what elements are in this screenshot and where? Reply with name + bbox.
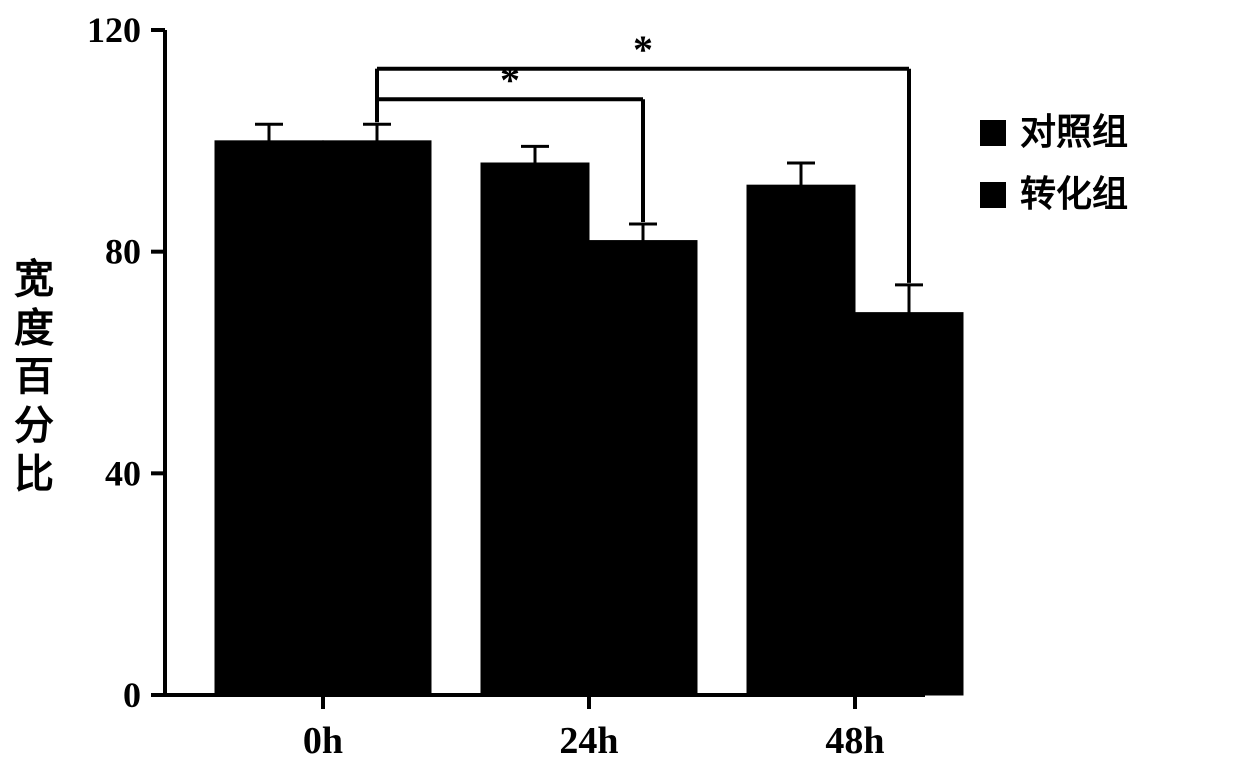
bar: [323, 141, 431, 695]
y-tick-label: 120: [87, 10, 141, 50]
bar: [747, 185, 855, 695]
bar: [855, 313, 963, 695]
significance-marker: *: [500, 57, 520, 102]
legend-marker: [980, 120, 1006, 146]
y-axis-label-char: 比: [14, 452, 54, 497]
legend-label: 对照组: [1020, 112, 1128, 152]
bar: [481, 163, 589, 695]
y-tick-label: 80: [105, 232, 141, 272]
y-tick-label: 0: [123, 675, 141, 715]
y-axis-label-char: 百: [14, 354, 54, 399]
legend-label: 转化组: [1020, 174, 1128, 214]
y-axis-label-char: 宽: [14, 257, 54, 302]
x-tick-label: 48h: [825, 720, 884, 762]
y-axis-label-char: 度: [14, 305, 54, 350]
bar-chart: 0 40 80 120 宽度百分比 0h 24h 48h * * 对照组转化组: [0, 0, 1240, 782]
y-tick-label: 40: [105, 453, 141, 493]
legend-marker: [980, 182, 1006, 208]
x-tick-label: 24h: [559, 720, 618, 762]
x-tick-label: 0h: [303, 720, 343, 762]
chart-container: 0 40 80 120 宽度百分比 0h 24h 48h * * 对照组转化组: [0, 0, 1240, 782]
significance-marker: *: [633, 27, 653, 72]
bar: [589, 241, 697, 695]
bar: [215, 141, 323, 695]
y-axis-label-char: 分: [14, 403, 54, 448]
